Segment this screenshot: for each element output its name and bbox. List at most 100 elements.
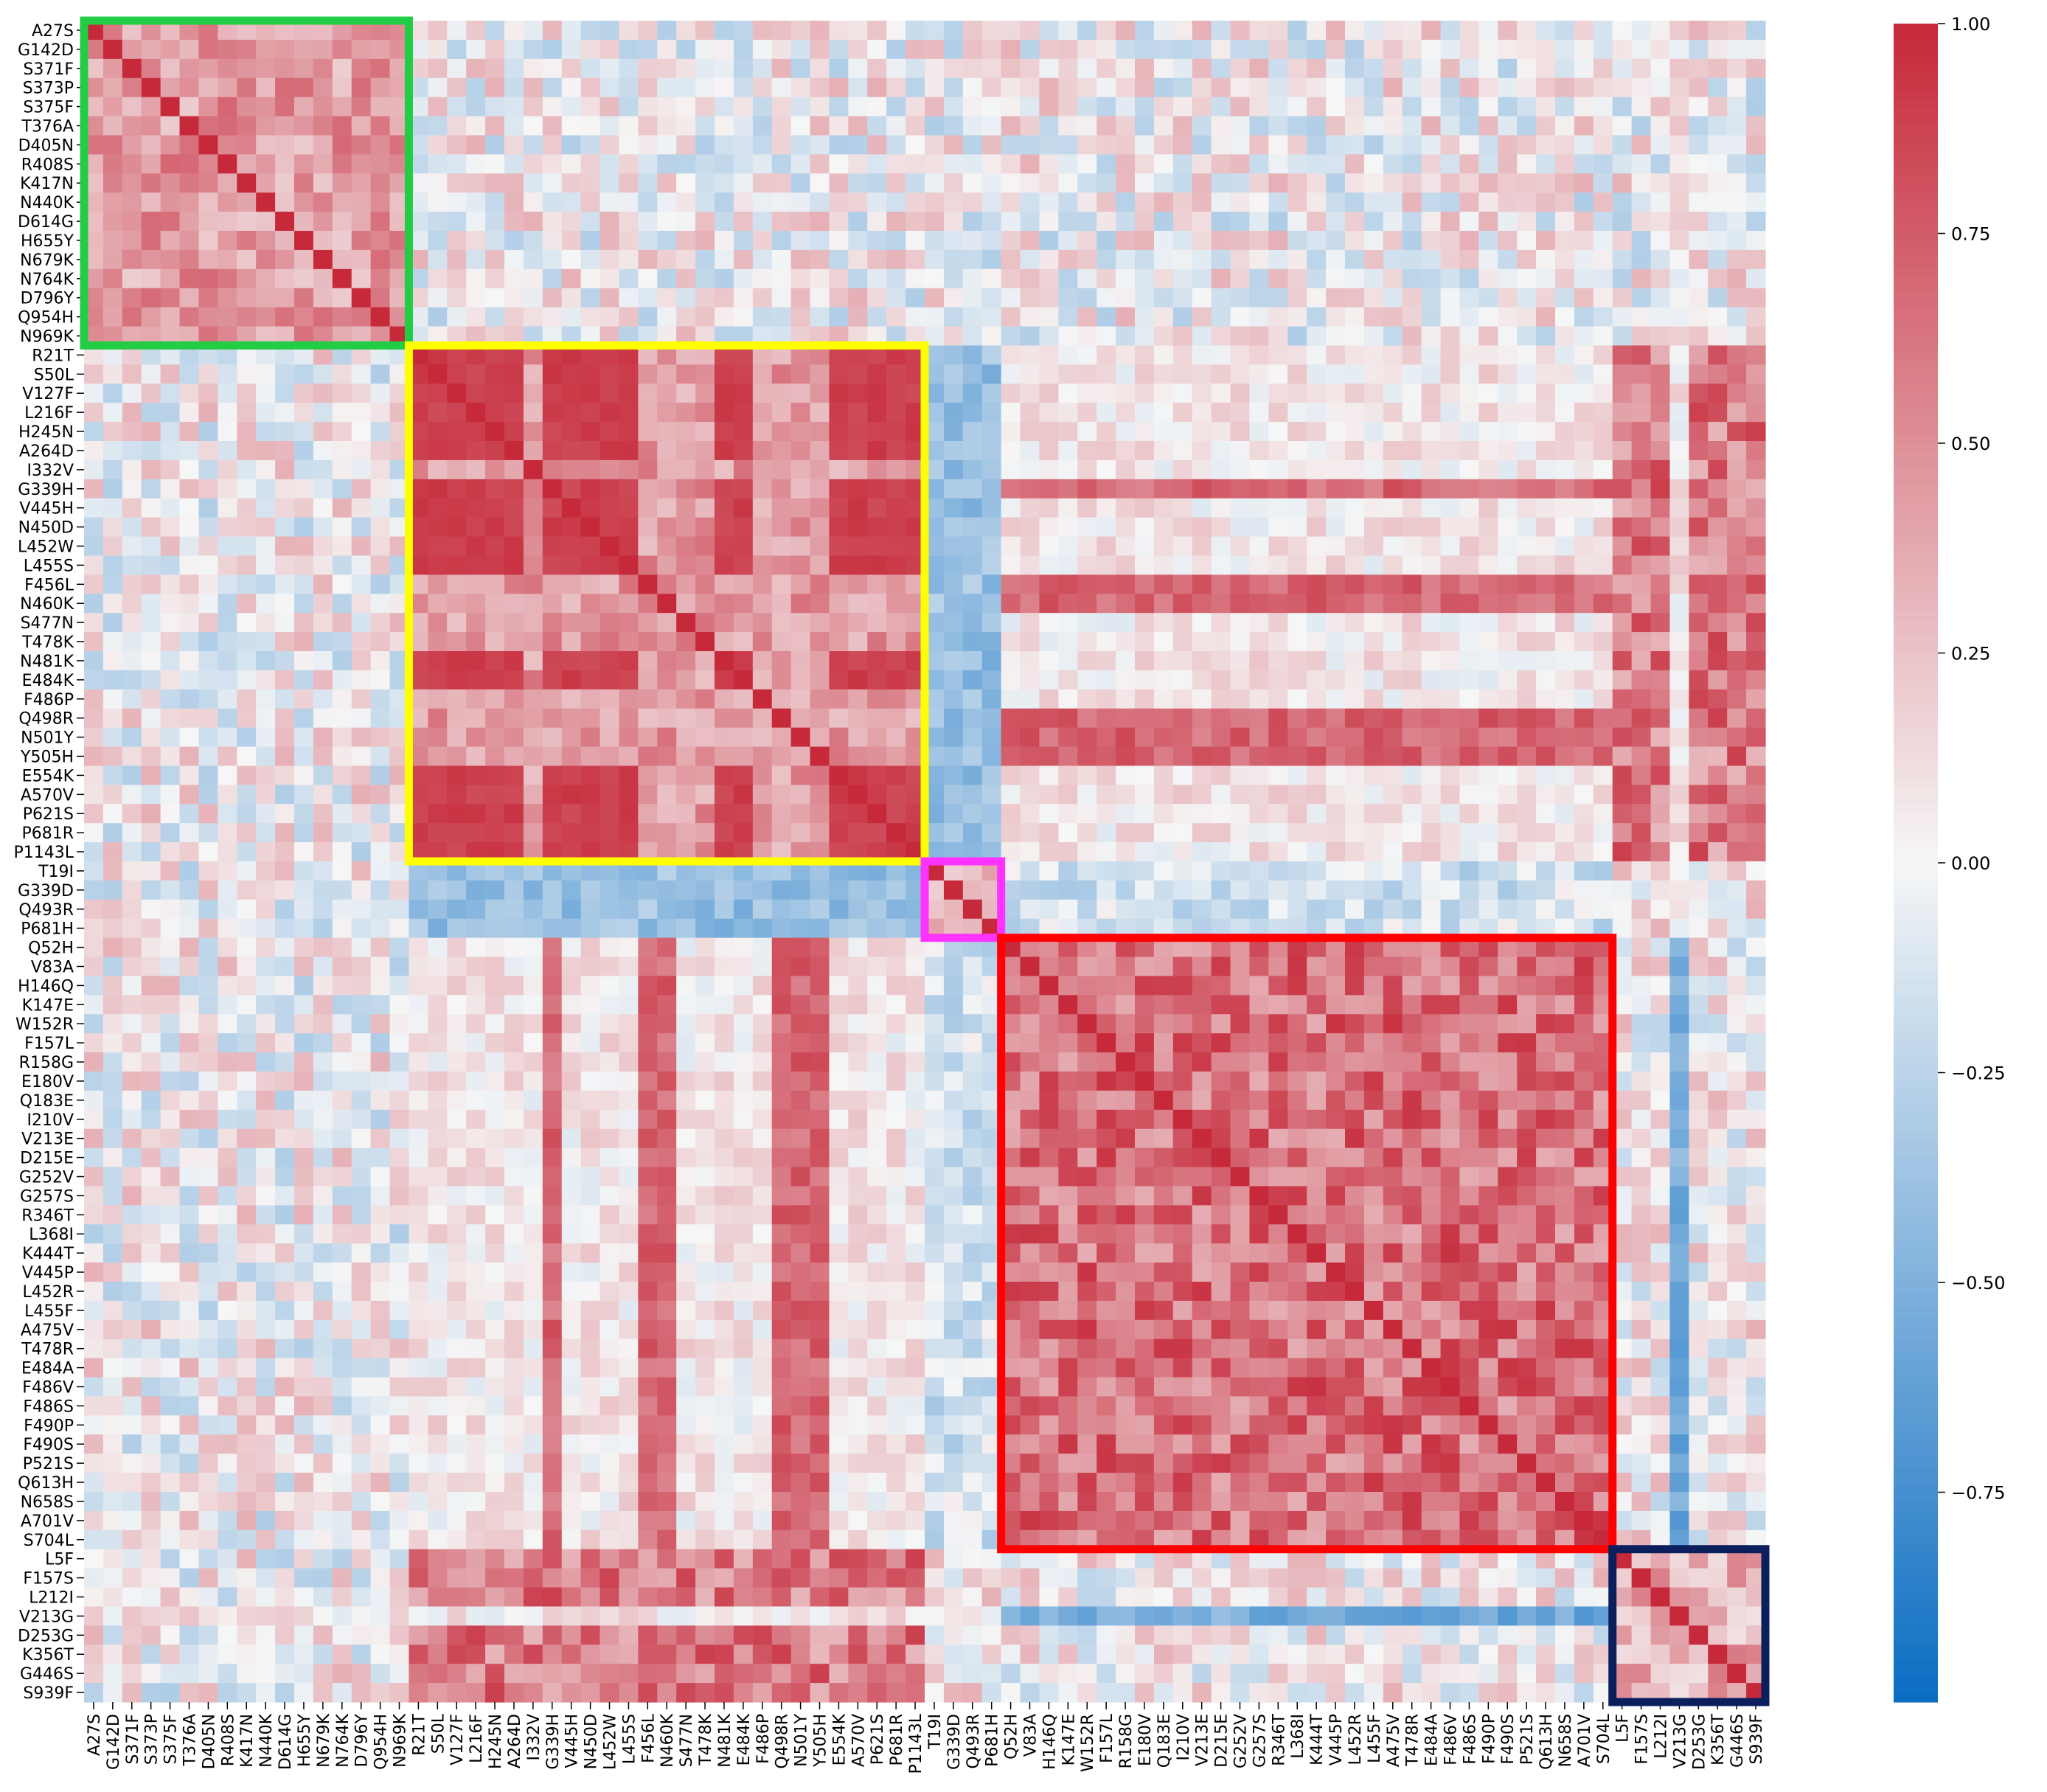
heatmap-cell [102, 976, 123, 996]
heatmap-cell [981, 383, 1002, 403]
heatmap-cell [275, 555, 295, 575]
heatmap-cell [1612, 479, 1633, 499]
heatmap-cell [428, 517, 448, 538]
heatmap-cell [504, 899, 524, 920]
heatmap-cell [256, 1072, 276, 1091]
heatmap-cell [1517, 364, 1537, 384]
heatmap-cell [1574, 479, 1594, 499]
heatmap-cell [1650, 594, 1671, 614]
heatmap-cell [332, 1014, 352, 1034]
heatmap-cell [962, 880, 983, 900]
heatmap-cell [1478, 192, 1498, 212]
heatmap-cell [1498, 956, 1518, 977]
heatmap-cell [198, 135, 218, 155]
heatmap-cell [370, 173, 391, 193]
heatmap-cell [1345, 307, 1365, 327]
heatmap-cell [925, 956, 945, 977]
heatmap-cell [294, 249, 314, 270]
heatmap-cell [1746, 441, 1766, 461]
heatmap-cell [943, 956, 964, 977]
heatmap-cell [867, 746, 887, 767]
heatmap-cell [294, 97, 314, 117]
heatmap-cell [1001, 231, 1021, 251]
heatmap-cell [1631, 708, 1652, 729]
heatmap-cell [829, 422, 849, 442]
heatmap-cell [1172, 173, 1193, 193]
heatmap-cell [580, 288, 601, 308]
heatmap-cell [1307, 956, 1327, 977]
heatmap-cell [1421, 77, 1442, 98]
heatmap-cell [1555, 135, 1575, 155]
heatmap-cell [313, 555, 333, 575]
heatmap-cell [1363, 21, 1384, 41]
heatmap-cell [1536, 383, 1556, 403]
heatmap-cell [1249, 765, 1269, 785]
heatmap-cell [790, 154, 811, 174]
heatmap-cell [1249, 1052, 1269, 1072]
heatmap-cell [542, 613, 563, 633]
heatmap-cell [1440, 326, 1461, 347]
heatmap-cell [256, 1033, 276, 1053]
heatmap-cell [657, 555, 677, 575]
heatmap-cell [886, 498, 906, 518]
heatmap-cell [676, 135, 696, 155]
heatmap-cell [1574, 1014, 1594, 1034]
heatmap-cell [1746, 212, 1766, 232]
heatmap-cell [218, 212, 237, 232]
heatmap-cell [1039, 842, 1059, 862]
heatmap-cell [237, 689, 257, 709]
heatmap-cell [122, 1072, 142, 1091]
heatmap-cell [1536, 976, 1556, 996]
heatmap-cell [943, 574, 964, 594]
heatmap-cell [1326, 613, 1346, 633]
heatmap-cell [1727, 58, 1747, 79]
heatmap-cell [466, 441, 486, 461]
heatmap-cell [275, 403, 295, 423]
heatmap-cell [810, 288, 830, 308]
heatmap-cell [179, 708, 200, 729]
heatmap-cell [160, 212, 181, 232]
heatmap-cell [1345, 288, 1365, 308]
heatmap-cell [1383, 517, 1403, 538]
heatmap-cell [1402, 422, 1422, 442]
heatmap-cell [409, 937, 428, 958]
heatmap-cell [715, 154, 734, 174]
heatmap-cell [1268, 459, 1288, 480]
heatmap-cell [733, 574, 754, 594]
heatmap-cell [1402, 498, 1422, 518]
heatmap-cell [1555, 804, 1575, 824]
heatmap-cell [962, 804, 983, 824]
heatmap-cell [1631, 804, 1652, 824]
heatmap-cell [218, 1072, 237, 1091]
heatmap-cell [1326, 651, 1346, 671]
heatmap-cell [428, 307, 448, 327]
heatmap-cell [867, 422, 887, 442]
heatmap-cell [1326, 1033, 1346, 1053]
heatmap-cell [256, 613, 276, 633]
heatmap-cell [1307, 58, 1327, 79]
heatmap-cell [122, 651, 142, 671]
heatmap-cell [1440, 135, 1461, 155]
heatmap-cell [1727, 613, 1747, 633]
heatmap-cell [1440, 173, 1461, 193]
heatmap-cell [867, 21, 887, 41]
heatmap-cell [1669, 594, 1689, 614]
heatmap-cell [1287, 288, 1307, 308]
heatmap-cell [1517, 708, 1537, 729]
heatmap-cell [1116, 97, 1136, 117]
heatmap-cell [1039, 689, 1059, 709]
heatmap-cell [733, 231, 754, 251]
heatmap-cell [1536, 842, 1556, 862]
heatmap-cell [1498, 212, 1518, 232]
heatmap-cell [1230, 594, 1251, 614]
heatmap-cell [715, 517, 734, 538]
heatmap-cell [619, 708, 639, 729]
heatmap-cell [1689, 995, 1709, 1015]
heatmap-cell [1631, 135, 1652, 155]
heatmap-cell [599, 727, 620, 748]
heatmap-cell [1058, 765, 1078, 785]
heatmap-cell [619, 77, 639, 98]
heatmap-cell [1593, 58, 1613, 79]
heatmap-cell [1555, 154, 1575, 174]
heatmap-cell [1498, 727, 1518, 748]
